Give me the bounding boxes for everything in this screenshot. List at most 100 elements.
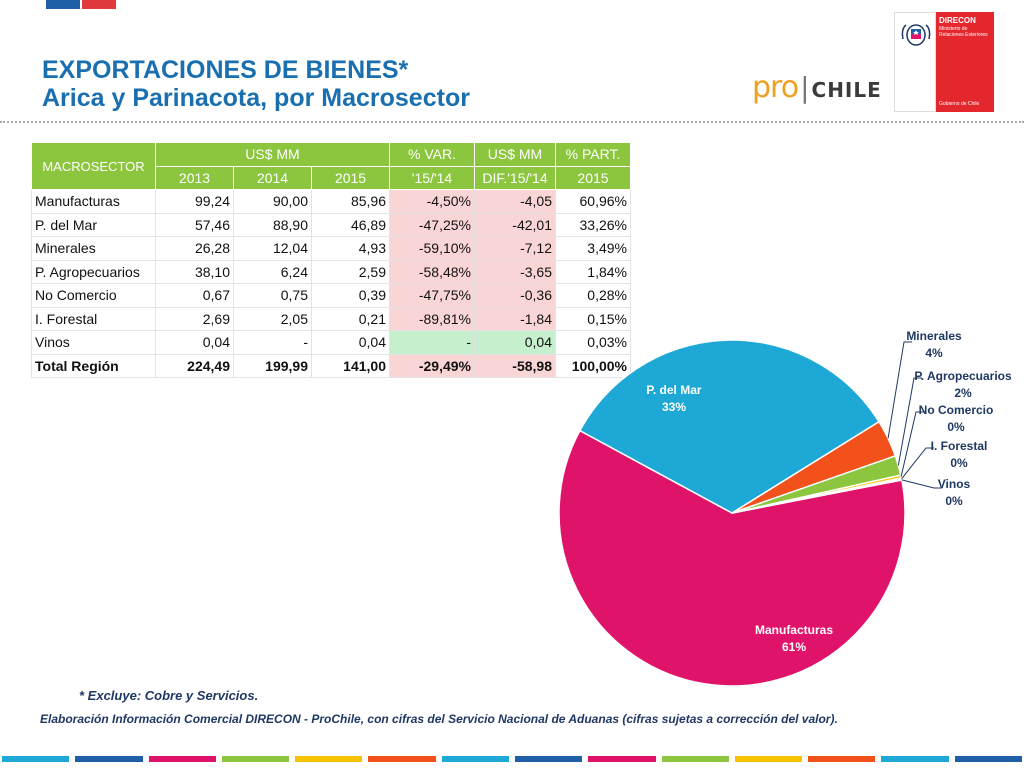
cell-var: -59,10% — [389, 236, 475, 261]
header-year: 2014 — [233, 165, 312, 190]
cell-name: P. del Mar — [31, 212, 156, 237]
cell-2014: 2,05 — [233, 306, 312, 331]
cell-name: No Comercio — [31, 283, 156, 308]
cell-2015: 0,39 — [311, 283, 390, 308]
strip-segment — [2, 756, 70, 762]
cell-2015: 4,93 — [311, 236, 390, 261]
cell-2014: 90,00 — [233, 189, 312, 214]
pie-label-minerales: Minerales 4% — [906, 329, 962, 360]
cell-2015: 2,59 — [311, 259, 390, 284]
cell-2013: 224,49 — [155, 353, 234, 378]
pie-leader-line — [897, 377, 922, 466]
cell-part: 0,28% — [555, 283, 631, 308]
flag-gap — [80, 0, 82, 9]
cell-name: P. Agropecuarios — [31, 259, 156, 284]
cell-name: Manufacturas — [31, 189, 156, 214]
cell-dif: -7,12 — [474, 236, 556, 261]
cell-dif: -1,84 — [474, 306, 556, 331]
pie-slice-p-del-mar — [578, 339, 880, 514]
strip-segment — [954, 756, 1022, 762]
pie-label-p-agropecuarios: P. Agropecuarios 2% — [914, 369, 1012, 400]
flag-strip — [46, 0, 116, 9]
cell-2014: 0,75 — [233, 283, 312, 308]
strip-segment — [734, 756, 803, 762]
strip-segment — [661, 756, 729, 762]
page-title: EXPORTACIONES DE BIENES* — [42, 56, 409, 84]
pie-label-no-comercio: No Comercio 0% — [919, 403, 994, 434]
table-total-row: Total Región 224,49 199,99 141,00 -29,49… — [31, 353, 631, 378]
cell-2013: 2,69 — [155, 306, 234, 331]
header-dif-bottom: DIF.'15/'14 — [474, 165, 556, 190]
prochile-logo-divider: | — [800, 71, 810, 104]
cell-part: 100,00% — [555, 353, 631, 378]
table-header-row-1: MACROSECTOR US$ MM % VAR. US$ MM % PART. — [31, 142, 631, 190]
table-row: P. Agropecuarios 38,10 6,24 2,59 -58,48%… — [31, 259, 631, 284]
header-year: 2015 — [311, 165, 390, 190]
direcon-name: DIRECON — [939, 16, 976, 25]
cell-2014: 12,04 — [233, 236, 312, 261]
prochile-logo-pro: pro — [752, 70, 799, 105]
prochile-logo-chile: CHILE — [811, 78, 882, 102]
cell-2014: 199,99 — [233, 353, 312, 378]
title-block: EXPORTACIONES DE BIENES* Arica y Parinac… — [42, 56, 470, 112]
cell-2014: 6,24 — [233, 259, 312, 284]
strip-segment — [221, 756, 290, 762]
header-usd: US$ MM — [155, 142, 390, 167]
bottom-color-strip — [0, 756, 1024, 762]
cell-part: 33,26% — [555, 212, 631, 237]
cell-dif: -0,36 — [474, 283, 556, 308]
cell-var: -4,50% — [389, 189, 475, 214]
cell-part: 1,84% — [555, 259, 631, 284]
strip-segment — [441, 756, 509, 762]
header-var-bottom: '15/'14 — [389, 165, 475, 190]
cell-dif: -4,05 — [474, 189, 556, 214]
cell-2015: 0,21 — [311, 306, 390, 331]
table-row: P. del Mar 57,46 88,90 46,89 -47,25% -42… — [31, 212, 631, 237]
cell-name: Minerales — [31, 236, 156, 261]
header-year: 2013 — [155, 165, 234, 190]
header-macrosector: MACROSECTOR — [31, 142, 156, 190]
flag-red — [82, 0, 116, 9]
table-row: I. Forestal 2,69 2,05 0,21 -89,81% -1,84… — [31, 306, 631, 331]
cell-name: Total Región — [31, 353, 156, 378]
pie-chart: Manufacturas 61% P. del Mar 33% Minerales 4% P… — [558, 329, 1012, 687]
pie-leader-line — [900, 411, 924, 477]
cell-part: 0,03% — [555, 330, 631, 355]
direcon-seal-panel — [894, 12, 936, 112]
direcon-red-panel: DIRECON Ministerio de Relaciones Exterio… — [936, 12, 994, 112]
pie-label-vinos: Vinos 0% — [938, 477, 971, 508]
cell-2015: 141,00 — [311, 353, 390, 378]
cell-part: 3,49% — [555, 236, 631, 261]
cell-dif: -58,98 — [474, 353, 556, 378]
cell-2013: 57,46 — [155, 212, 234, 237]
header-var-top: % VAR. — [389, 142, 475, 167]
cell-var: -58,48% — [389, 259, 475, 284]
pie-slice-manufacturas — [558, 429, 906, 687]
table-row: No Comercio 0,67 0,75 0,39 -47,75% -0,36… — [31, 283, 631, 308]
cell-2013: 0,04 — [155, 330, 234, 355]
cell-2015: 46,89 — [311, 212, 390, 237]
cell-dif: -42,01 — [474, 212, 556, 237]
cell-dif: -3,65 — [474, 259, 556, 284]
flag-blue — [46, 0, 80, 9]
header-part-bottom: 2015 — [555, 165, 631, 190]
cell-2013: 0,67 — [155, 283, 234, 308]
page-subtitle: Arica y Parinacota, por Macrosector — [42, 84, 470, 112]
cell-2013: 26,28 — [155, 236, 234, 261]
direcon-government: Gobierno de Chile — [939, 101, 980, 107]
strip-segment — [368, 756, 436, 762]
pie-label-manufacturas: Manufacturas 61% — [755, 623, 833, 654]
cell-var: - — [389, 330, 475, 355]
table-row: Minerales 26,28 12,04 4,93 -59,10% -7,12… — [31, 236, 631, 261]
direcon-logo: DIRECON Ministerio de Relaciones Exterio… — [894, 12, 994, 112]
strip-segment — [148, 756, 216, 762]
table-row: Vinos 0,04 - 0,04 - 0,04 0,03% — [31, 330, 631, 355]
cell-name: I. Forestal — [31, 306, 156, 331]
strip-segment — [514, 756, 583, 762]
header-divider — [0, 121, 1024, 123]
strip-segment — [808, 756, 876, 762]
footnote-exclusion: * Excluye: Cobre y Servicios. — [79, 688, 259, 703]
export-table: MACROSECTOR US$ MM % VAR. US$ MM % PART.… — [31, 142, 631, 378]
pie-leader-line — [901, 447, 934, 480]
header-dif-top: US$ MM — [474, 142, 556, 167]
